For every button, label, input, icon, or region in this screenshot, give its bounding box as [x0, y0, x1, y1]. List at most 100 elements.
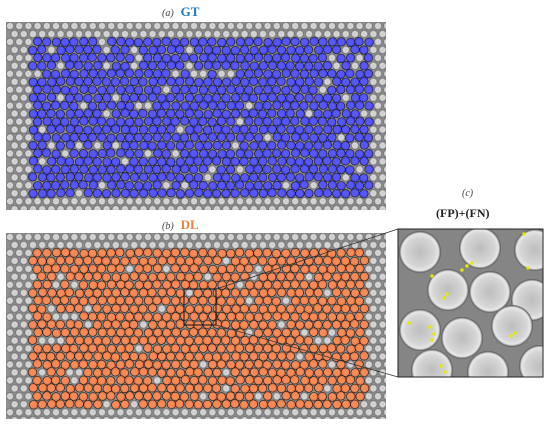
- overlay-circle: [93, 256, 103, 266]
- particle: [360, 29, 369, 39]
- overlay-circle: [198, 312, 208, 322]
- overlay-circle: [304, 188, 314, 199]
- overlay-circle: [61, 68, 71, 78]
- overlay-circle: [138, 93, 148, 103]
- overlay-circle: [276, 45, 287, 55]
- overlay-circle: [42, 116, 52, 126]
- overlay-circle: [221, 109, 231, 119]
- overlay-circle: [263, 376, 273, 386]
- overlay-circle: [73, 320, 83, 330]
- overlay-circle: [74, 271, 84, 282]
- particle: [47, 205, 56, 210]
- overlay-circle: [309, 343, 319, 354]
- overlay-circle: [111, 288, 121, 298]
- overlay-circle: [216, 328, 226, 338]
- overlay-circle: [175, 351, 185, 361]
- particle: [277, 320, 286, 329]
- overlay-circle: [332, 303, 342, 314]
- particle: [153, 233, 162, 242]
- overlay-circle: [96, 280, 107, 290]
- particle: [341, 29, 350, 39]
- particle: [235, 280, 245, 289]
- overlay-circle: [239, 352, 249, 362]
- particle: [120, 416, 130, 419]
- overlay-circle: [345, 263, 355, 273]
- particle: [304, 29, 314, 39]
- particle: [364, 328, 373, 337]
- particle: [327, 22, 337, 31]
- overlay-circle: [350, 44, 360, 54]
- overlay-circle: [92, 303, 102, 313]
- overlay-circle: [291, 84, 301, 94]
- overlay-circle: [37, 92, 47, 103]
- overlay-circle: [60, 376, 70, 386]
- overlay-circle: [79, 164, 89, 174]
- overlay-circle: [309, 36, 319, 46]
- overlay-circle: [101, 189, 111, 199]
- particle: [327, 233, 337, 242]
- overlay-circle: [303, 400, 314, 410]
- overlay-circle: [308, 85, 318, 95]
- overlay-circle: [328, 37, 338, 47]
- overlay-circle: [244, 52, 254, 63]
- overlay-circle: [300, 132, 310, 142]
- overlay-circle: [249, 141, 259, 151]
- overlay-circle: [133, 85, 144, 95]
- overlay-circle: [124, 327, 134, 337]
- particle: [378, 240, 386, 250]
- overlay-circle: [188, 53, 199, 63]
- particle: [203, 205, 212, 210]
- overlay-circle: [134, 117, 144, 127]
- overlay-circle: [102, 319, 112, 330]
- particle: [277, 240, 286, 250]
- overlay-circle: [194, 304, 204, 314]
- overlay-circle: [291, 296, 301, 306]
- overlay-circle: [313, 109, 323, 119]
- overlay-circle: [32, 311, 43, 321]
- overlay-circle: [364, 164, 374, 174]
- overlay-circle: [133, 132, 143, 143]
- particle: [189, 22, 199, 31]
- particle: [323, 240, 332, 250]
- overlay-circle: [354, 311, 364, 322]
- particle: [134, 197, 143, 206]
- overlay-circle: [304, 93, 314, 103]
- overlay-circle: [115, 247, 125, 257]
- overlay-circle: [60, 247, 71, 257]
- particle: [166, 205, 176, 210]
- overlay-circle: [313, 320, 323, 330]
- particle: [60, 197, 70, 206]
- particle: [383, 264, 386, 273]
- particle: [222, 416, 231, 419]
- overlay-circle: [280, 52, 291, 63]
- overlay-circle: [188, 84, 199, 95]
- overlay-circle: [217, 101, 227, 111]
- overlay-circle: [304, 172, 314, 182]
- overlay-circle: [60, 279, 70, 290]
- overlay-circle: [345, 328, 356, 338]
- overlay-circle: [346, 53, 356, 63]
- particle: [38, 125, 47, 134]
- overlay-circle: [28, 383, 38, 393]
- particle: [107, 197, 116, 206]
- overlay-circle: [116, 85, 126, 95]
- zoomed-particle: [459, 229, 501, 269]
- overlay-circle: [240, 77, 250, 87]
- particle: [10, 240, 19, 250]
- overlay-circle: [166, 188, 176, 198]
- overlay-circle: [318, 359, 328, 369]
- overlay-circle: [313, 256, 324, 266]
- overlay-circle: [354, 36, 364, 47]
- overlay-circle: [239, 156, 249, 167]
- overlay-circle: [175, 288, 185, 298]
- particle: [6, 392, 15, 401]
- overlay-circle: [249, 383, 259, 394]
- overlay-circle: [184, 173, 194, 183]
- particle: [383, 133, 386, 142]
- overlay-circle: [225, 53, 236, 63]
- particle: [180, 233, 189, 242]
- overlay-circle: [263, 84, 273, 94]
- overlay-circle: [47, 288, 57, 298]
- particle: [143, 408, 153, 417]
- particle: [249, 240, 258, 250]
